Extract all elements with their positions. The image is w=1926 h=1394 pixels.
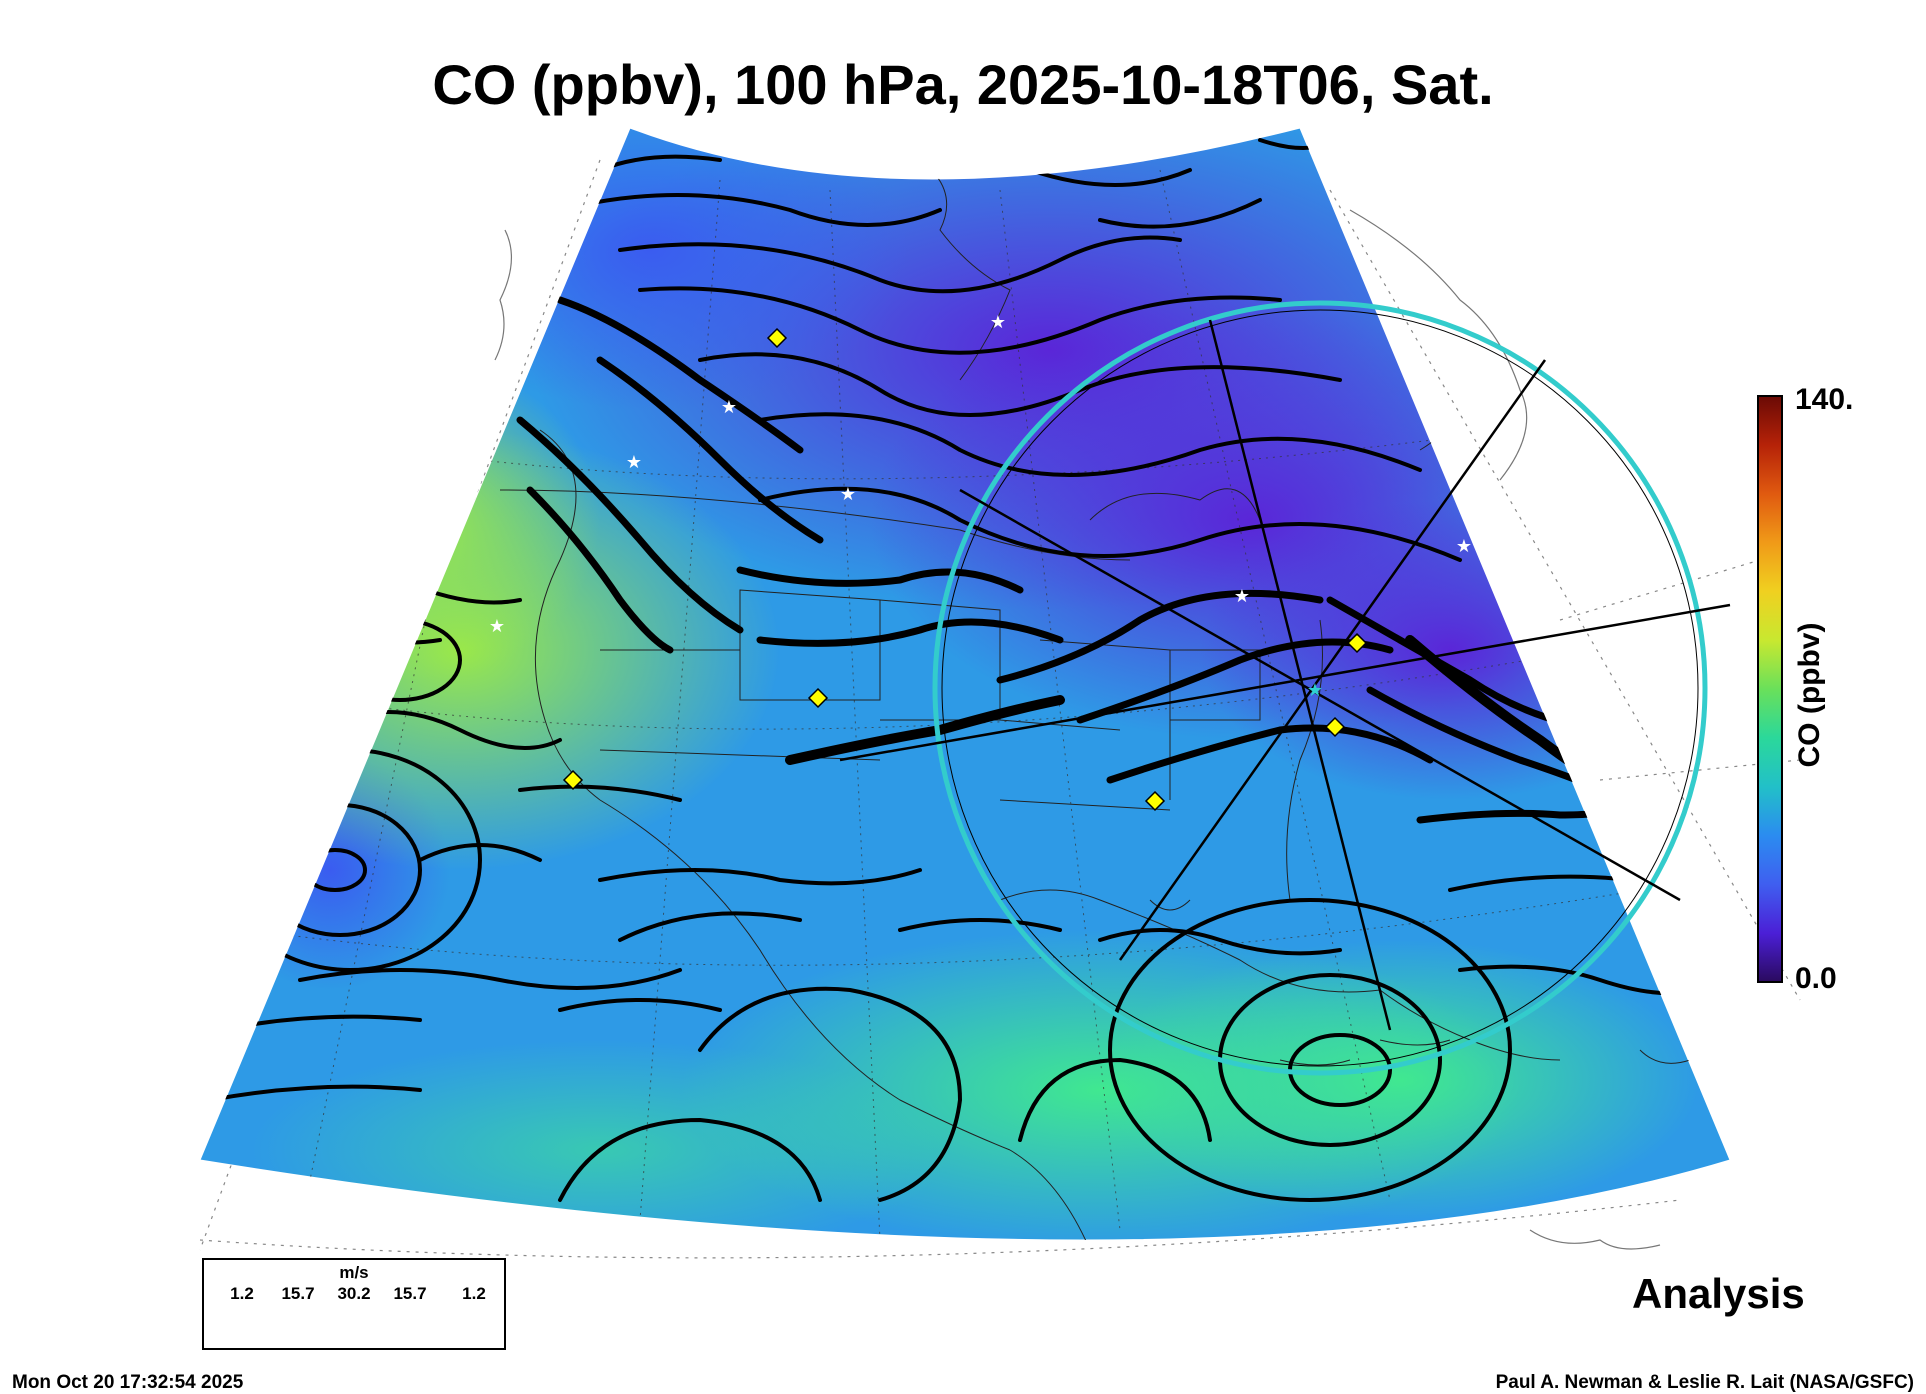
timestamp: Mon Oct 20 17:32:54 2025 — [12, 1372, 244, 1393]
range-ring — [932, 300, 1708, 1076]
diamond-marker — [1346, 632, 1368, 654]
diamond-marker — [1324, 716, 1346, 738]
wind-legend: m/s 1.2 15.7 30.2 15.7 1.2 — [202, 1258, 506, 1350]
sector-outline — [199, 127, 1731, 1241]
outer-graticule — [199, 159, 1801, 1259]
wind-legend-unit: m/s — [339, 1263, 369, 1282]
wind-legend-value: 1.2 — [462, 1284, 486, 1303]
diamond-marker — [766, 327, 788, 349]
flight-tracks — [839, 319, 1731, 1031]
star-marker: ★ — [721, 397, 737, 418]
star-marker: ★ — [1456, 536, 1472, 557]
diamond-marker — [562, 769, 584, 791]
diamond-marker — [1144, 790, 1166, 812]
site-diamonds — [562, 327, 1368, 812]
star-marker: ★ — [1234, 586, 1250, 607]
wind-legend-value: 15.7 — [393, 1284, 427, 1303]
map-title: CO (ppbv), 100 hPa, 2025-10-18T06, Sat. — [432, 53, 1494, 116]
wind-legend-value: 1.2 — [230, 1284, 254, 1303]
credit: Paul A. Newman & Leslie R. Lait (NASA/GS… — [1495, 1372, 1914, 1393]
colorbar-max-label: 140. — [1795, 383, 1854, 416]
star-marker: ★ — [489, 616, 505, 637]
star-marker: ★ — [990, 312, 1006, 333]
diamond-marker — [807, 687, 829, 709]
wind-legend-value: 30.2 — [337, 1284, 371, 1303]
colorbar-min-label: 0.0 — [1795, 962, 1837, 995]
map-boundaries — [499, 159, 1691, 1240]
wind-legend-value: 15.7 — [281, 1284, 315, 1303]
colorbar-title: CO (ppbv) — [1793, 622, 1826, 768]
site-stars: ★ ★ ★ ★ ★ ★ ★ ★ — [489, 312, 1472, 701]
outer-coastlines — [494, 209, 1661, 1250]
analysis-label: Analysis — [1632, 1270, 1805, 1317]
star-marker: ★ — [1307, 680, 1323, 701]
star-marker: ★ — [840, 484, 856, 505]
map-graticule — [249, 159, 1701, 1240]
colorbar — [1757, 395, 1783, 983]
star-marker: ★ — [626, 452, 642, 473]
